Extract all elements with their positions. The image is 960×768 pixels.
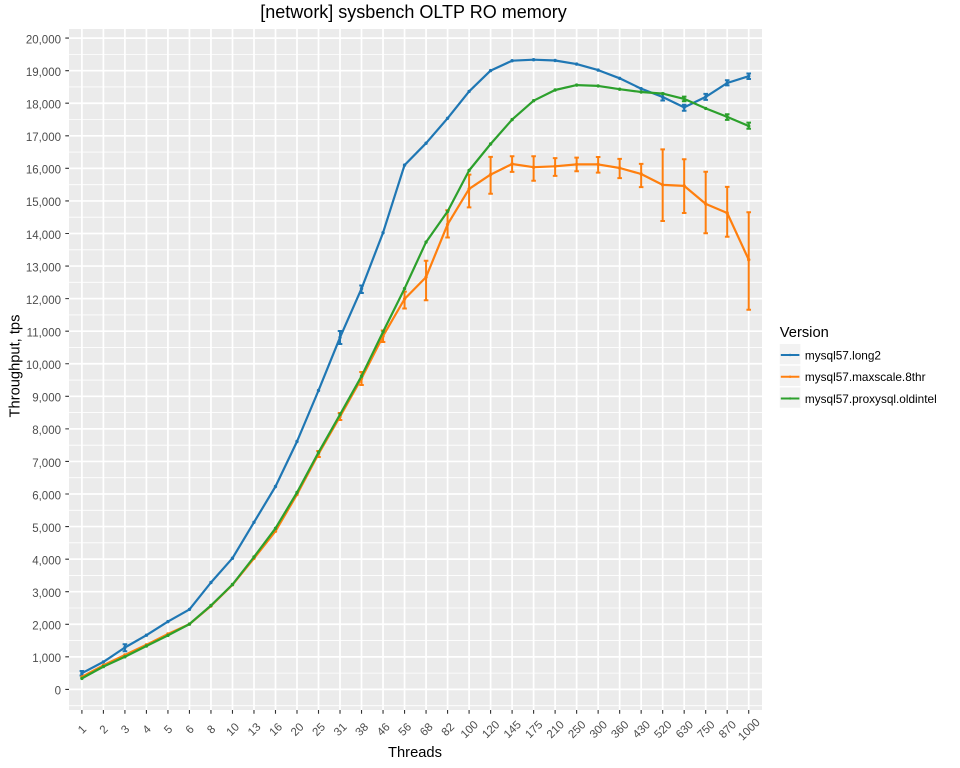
svg-text:14,000: 14,000 <box>26 230 61 242</box>
svg-text:2,000: 2,000 <box>32 621 61 633</box>
svg-text:11,000: 11,000 <box>27 327 61 339</box>
svg-text:0: 0 <box>55 686 61 698</box>
svg-text:16,000: 16,000 <box>26 165 61 177</box>
svg-text:[network] sysbench OLTP RO mem: [network] sysbench OLTP RO memory <box>260 2 566 22</box>
svg-text:1,000: 1,000 <box>32 653 61 665</box>
svg-text:Throughput, tps: Throughput, tps <box>8 315 24 418</box>
svg-text:Version: Version <box>780 325 829 341</box>
svg-text:Threads: Threads <box>388 745 442 761</box>
svg-text:17,000: 17,000 <box>26 132 61 144</box>
svg-text:10,000: 10,000 <box>26 360 61 372</box>
svg-text:8,000: 8,000 <box>32 425 61 437</box>
svg-text:7,000: 7,000 <box>32 458 61 470</box>
svg-text:19,000: 19,000 <box>26 67 61 79</box>
svg-text:3,000: 3,000 <box>32 588 61 600</box>
svg-text:12,000: 12,000 <box>26 295 61 307</box>
svg-text:mysql57.proxysql.oldintel: mysql57.proxysql.oldintel <box>805 392 937 406</box>
svg-text:18,000: 18,000 <box>26 100 61 112</box>
svg-text:mysql57.maxscale.8thr: mysql57.maxscale.8thr <box>805 370 926 384</box>
svg-text:13,000: 13,000 <box>26 262 61 274</box>
svg-text:4,000: 4,000 <box>32 555 61 567</box>
svg-text:mysql57.long2: mysql57.long2 <box>805 348 881 362</box>
svg-text:15,000: 15,000 <box>26 197 61 209</box>
svg-text:20,000: 20,000 <box>26 34 61 46</box>
svg-text:9,000: 9,000 <box>32 393 61 405</box>
svg-text:6,000: 6,000 <box>32 490 61 502</box>
svg-text:5,000: 5,000 <box>32 523 61 535</box>
